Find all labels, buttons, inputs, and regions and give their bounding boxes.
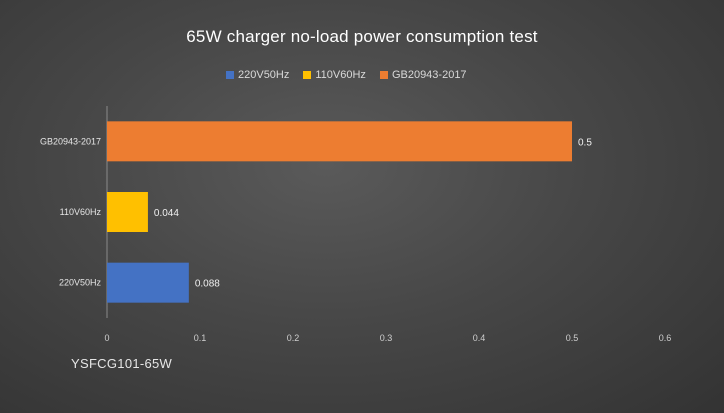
legend-item-gb20943: GB20943-2017 [379,69,467,81]
legend-label-gb20943: GB20943-2017 [391,69,467,81]
x-tick-label: 0 [104,333,109,343]
legend-swatch-220v50hz [226,71,234,79]
x-tick-label: 0.6 [659,333,672,343]
legend-label-110v60hz: 110V60Hz [315,69,366,81]
legend: 220V50Hz 110V60Hz GB20943-2017 [226,68,467,82]
data-label: 0.5 [578,137,592,148]
category-label: GB20943-2017 [40,136,101,146]
data-label: 0.088 [195,279,220,290]
x-tick-label: 0.3 [380,333,393,343]
legend-swatch-110v60hz [303,71,312,79]
x-tick-label: 0.4 [473,333,486,343]
legend-item-110v60hz: 110V60Hz [303,69,366,81]
data-label: 0.044 [154,208,179,219]
x-tick-label: 0.5 [566,333,579,343]
legend-swatch-gb20943 [379,71,388,79]
bar [107,121,572,162]
x-tick-label: 0.1 [194,333,207,343]
bar [107,262,189,303]
chart-title: 65W charger no-load power consumption te… [186,27,538,46]
model-label: YSFCG101-65W [71,356,173,371]
legend-item-220v50hz: 220V50Hz [226,69,289,81]
legend-label-220v50hz: 220V50Hz [238,69,290,81]
category-label: 110V60Hz [60,207,102,217]
bar [107,192,148,232]
category-label: 220V50Hz [59,278,102,288]
x-tick-label: 0.2 [287,333,300,343]
